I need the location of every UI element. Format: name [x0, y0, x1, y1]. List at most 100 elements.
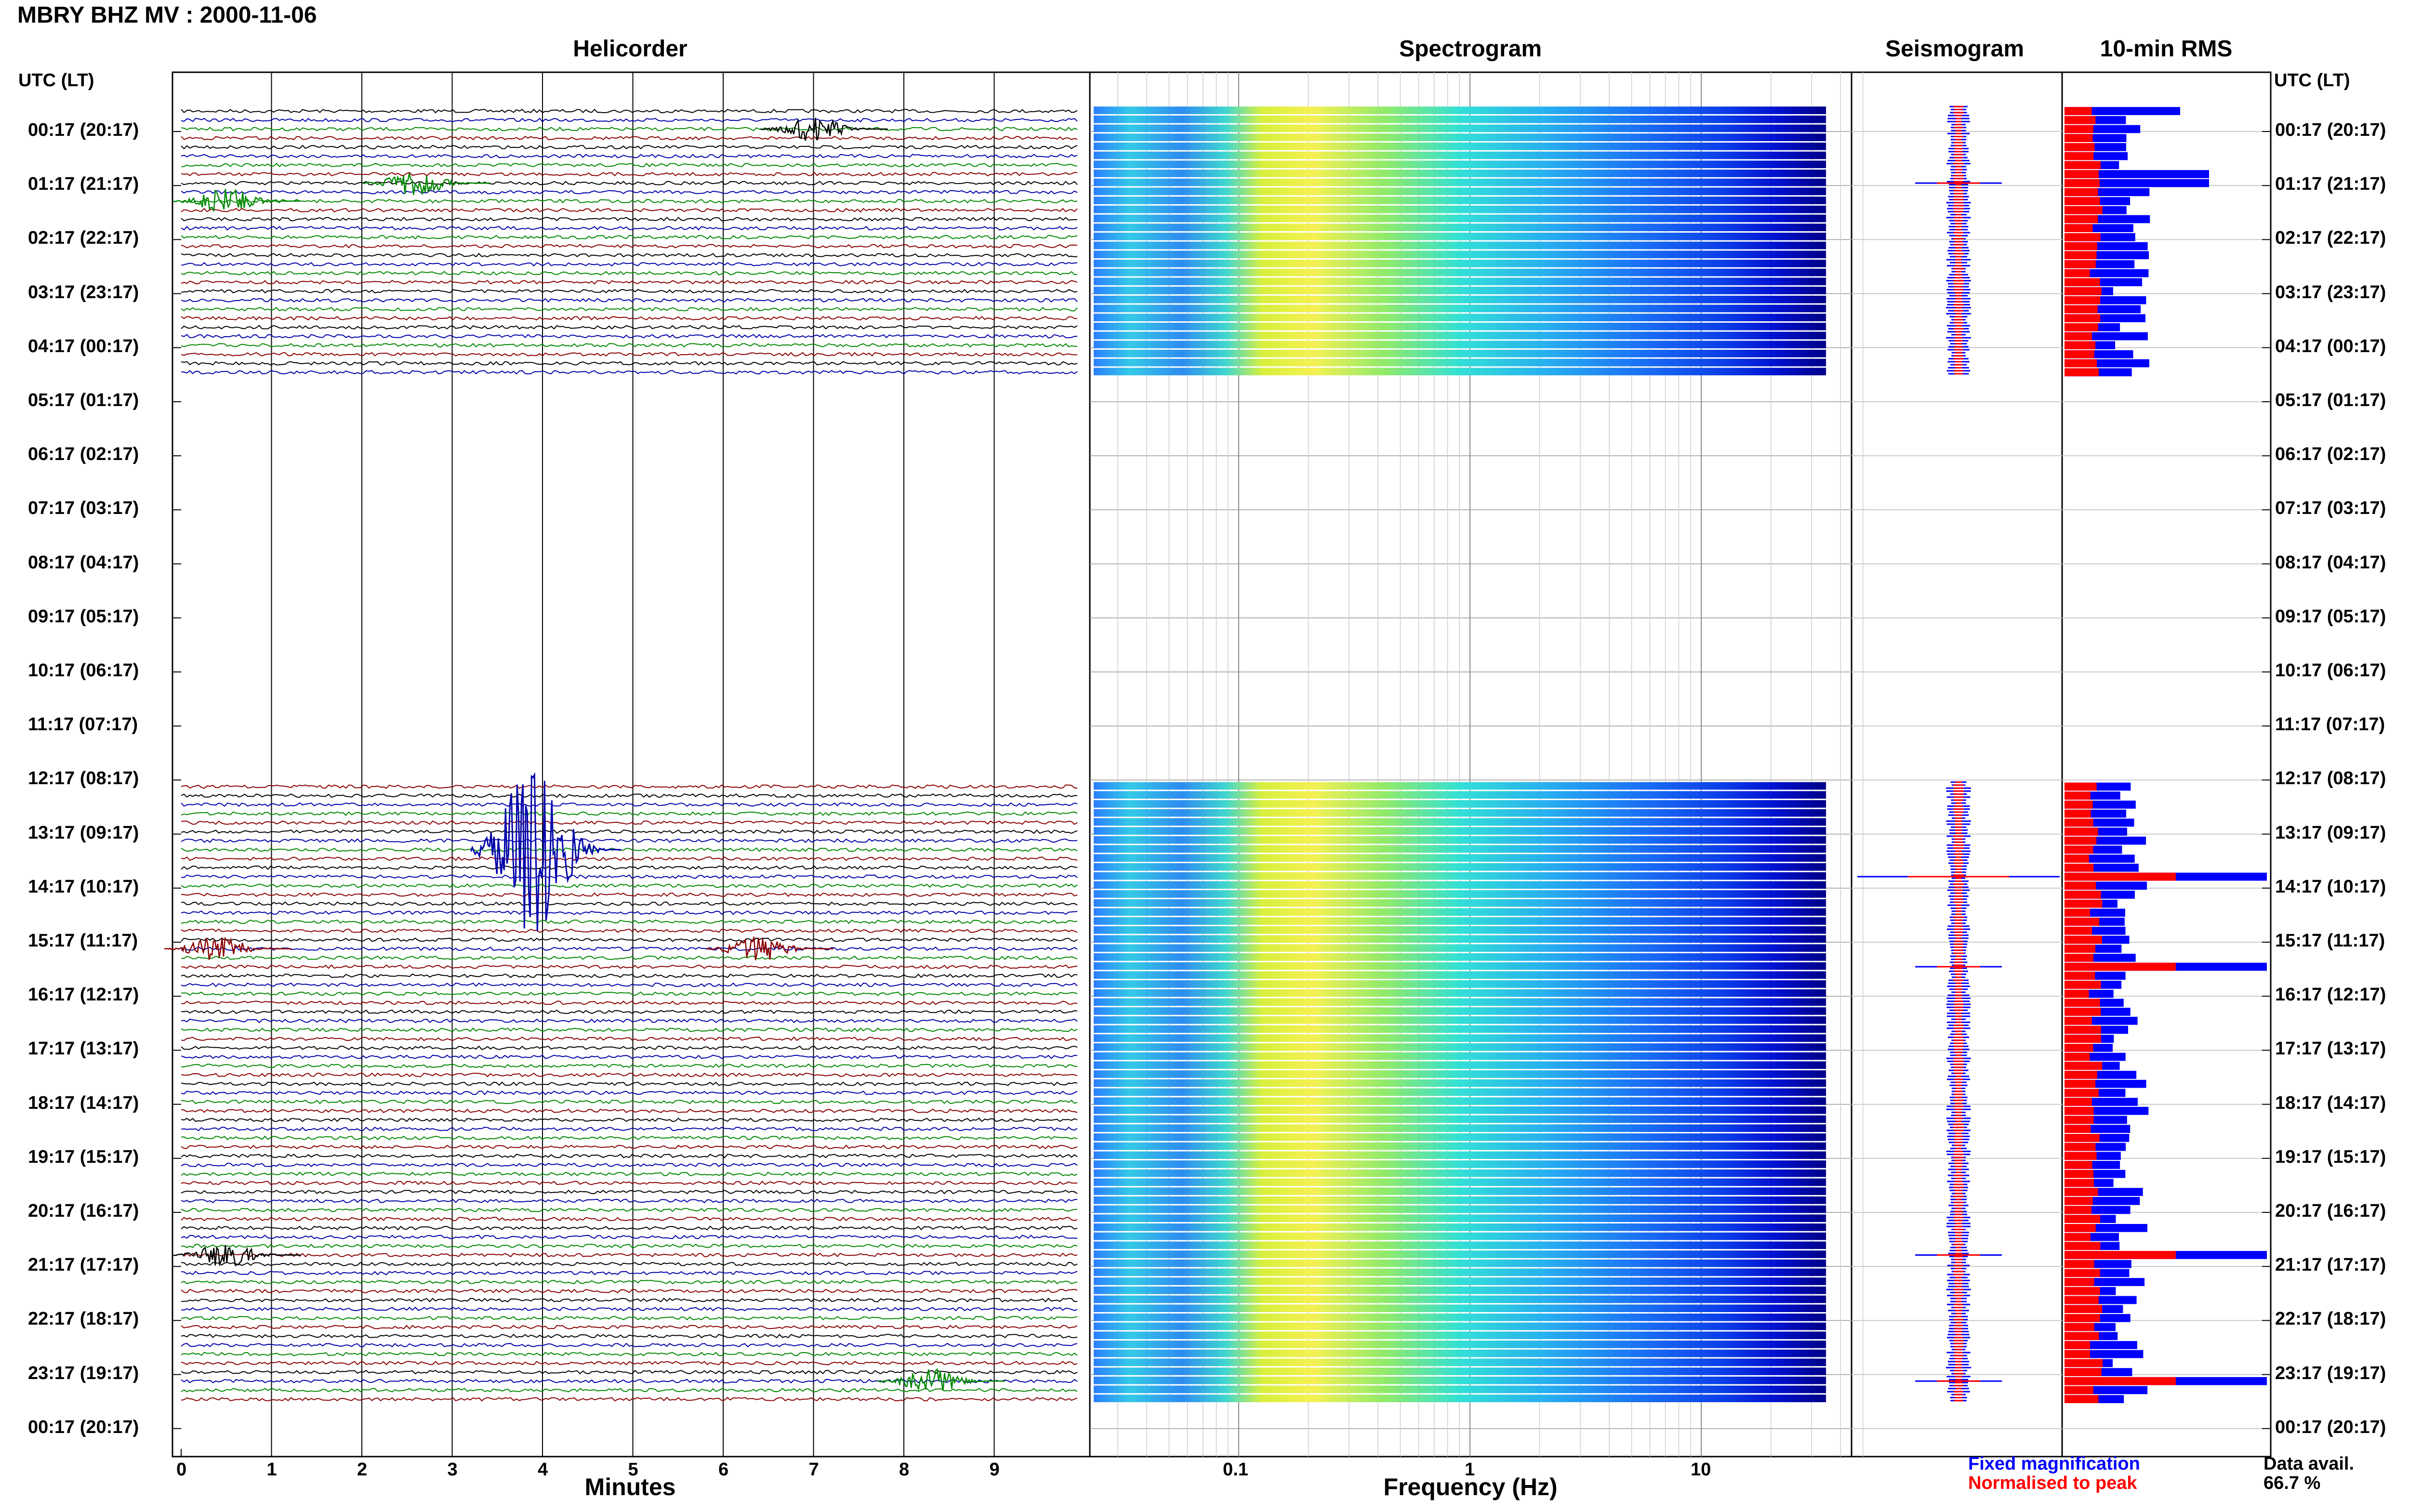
helicorder-trace-row	[181, 973, 1078, 978]
helicorder-trace-row	[181, 198, 1078, 204]
spectrogram-title: Spectrogram	[1399, 36, 1542, 62]
helicorder-trace-row	[181, 1262, 1078, 1266]
rms-normalised-bar	[2065, 1332, 2099, 1341]
spectrogram-row	[1094, 250, 1826, 259]
rms-normalised-bar	[2065, 1098, 2092, 1106]
spectrogram-xtick-label: 1	[1465, 1459, 1475, 1480]
helicorder-trace-row	[181, 361, 1078, 366]
helicorder-trace-row	[181, 1217, 1078, 1222]
helicorder-trace-row	[181, 784, 1078, 789]
data-availability-value: 66.7 %	[2263, 1473, 2321, 1493]
left-time-label: 10:17 (06:17)	[28, 660, 139, 681]
right-time-label: 21:17 (17:17)	[2275, 1255, 2386, 1275]
left-time-label: 20:17 (16:17)	[28, 1201, 139, 1221]
rms-normalised-bar	[2065, 107, 2092, 115]
spectrogram-row	[1094, 170, 1826, 177]
spectrogram-row	[1094, 1367, 1826, 1375]
spectrogram-image	[1094, 106, 1826, 1402]
left-time-label: 08:17 (04:17)	[28, 552, 139, 573]
spectrogram-row	[1094, 124, 1826, 132]
helicorder-xtick-label: 3	[447, 1459, 458, 1480]
spectrogram-row	[1094, 151, 1826, 159]
helicorder-trace-row	[181, 955, 1078, 960]
helicorder-trace-row	[181, 883, 1078, 888]
helicorder-trace-row	[181, 298, 1078, 303]
rms-normalised-bar	[2065, 818, 2093, 827]
helicorder-xtick-label: 5	[628, 1459, 638, 1480]
rms-normalised-bar	[2065, 215, 2098, 224]
spectrogram-row	[1094, 1286, 1826, 1294]
rms-normalised-bar	[2065, 1305, 2103, 1313]
right-time-label: 01:17 (21:17)	[2275, 174, 2386, 195]
rms-normalised-bar	[2065, 359, 2097, 368]
helicorder-trace-row	[181, 1352, 1078, 1356]
helicorder-trace-row	[181, 108, 1078, 114]
spectrogram-row	[1094, 1304, 1826, 1312]
legend-fixed-magnification: Fixed magnification	[1968, 1454, 2140, 1474]
rms-normalised-bar	[2065, 233, 2101, 241]
spectrogram-row	[1094, 1295, 1826, 1303]
spectrogram-row	[1094, 1394, 1826, 1402]
helicorder-trace-row	[181, 208, 1078, 212]
rms-normalised-bar	[2065, 1386, 2093, 1394]
helicorder-trace-row	[181, 162, 1078, 168]
helicorder-trace-row	[181, 316, 1078, 321]
helicorder-xlabel: Minutes	[584, 1473, 676, 1500]
helicorder-trace-row	[181, 370, 1078, 375]
right-time-label: 00:17 (20:17)	[2275, 120, 2386, 140]
spectrogram-row	[1094, 304, 1826, 313]
rms-normalised-bar	[2065, 1035, 2101, 1043]
helicorder-trace-row	[181, 1135, 1078, 1141]
helicorder-trace-row	[181, 145, 1078, 150]
rms-normalised-bar	[2065, 962, 2176, 971]
spectrogram-row	[1094, 881, 1826, 889]
spectrogram-row	[1094, 205, 1826, 213]
spectrogram-row	[1094, 187, 1826, 196]
spectrogram-row	[1094, 845, 1826, 853]
spectrogram-row	[1094, 962, 1826, 970]
rms-normalised-bar	[2065, 1287, 2100, 1295]
spectrogram-row	[1094, 224, 1826, 231]
helicorder-trace-row	[181, 991, 1078, 996]
rms-normalised-bar	[2065, 1278, 2094, 1286]
spectrogram-row	[1094, 836, 1826, 844]
left-time-label: 00:17 (20:17)	[28, 120, 139, 140]
helicorder-event	[470, 772, 622, 932]
spectrogram-row	[1094, 1016, 1826, 1024]
spectrogram-row	[1094, 926, 1826, 934]
helicorder-trace-row	[181, 1153, 1078, 1158]
helicorder-trace-row	[181, 910, 1078, 915]
rms-normalised-bar	[2065, 1233, 2091, 1241]
rms-normalised-bar	[2065, 918, 2099, 926]
rms-normalised-bar	[2065, 323, 2098, 331]
helicorder-trace-row	[181, 1189, 1078, 1195]
left-time-label: 19:17 (15:17)	[28, 1146, 139, 1167]
rms-normalised-bar	[2065, 1341, 2091, 1349]
helicorder-trace-row	[181, 928, 1078, 933]
rms-normalised-bar	[2065, 125, 2093, 133]
helicorder-trace-row	[181, 1225, 1078, 1231]
rms-normalised-bar	[2065, 1170, 2094, 1178]
helicorder-trace-row	[181, 1342, 1078, 1348]
rms-normalised-bar	[2065, 1314, 2100, 1322]
spectrogram-row	[1094, 314, 1826, 321]
helicorder-xtick-label: 7	[808, 1459, 819, 1480]
spectrogram-row	[1094, 1358, 1826, 1367]
rms-normalised-bar	[2065, 287, 2102, 295]
left-time-label: 16:17 (12:17)	[28, 985, 139, 1005]
spectrogram-row	[1094, 791, 1826, 799]
spectrogram-row	[1094, 260, 1826, 267]
spectrogram-row	[1094, 1178, 1826, 1186]
left-time-label: 21:17 (17:17)	[28, 1255, 139, 1275]
spectrogram-row	[1094, 1088, 1826, 1096]
rms-normalised-bar	[2065, 1368, 2102, 1376]
rms-normalised-bar	[2065, 1134, 2100, 1142]
spectrogram-row	[1094, 268, 1826, 276]
rms-normalised-bar	[2065, 1260, 2094, 1268]
left-time-label: 14:17 (10:17)	[28, 876, 139, 897]
rms-normalised-bar	[2065, 269, 2090, 277]
rms-normalised-bar	[2065, 170, 2099, 178]
helicorder-trace-row	[181, 1091, 1078, 1095]
spectrogram-row	[1094, 1115, 1826, 1123]
helicorder-xtick-label: 8	[899, 1459, 910, 1480]
